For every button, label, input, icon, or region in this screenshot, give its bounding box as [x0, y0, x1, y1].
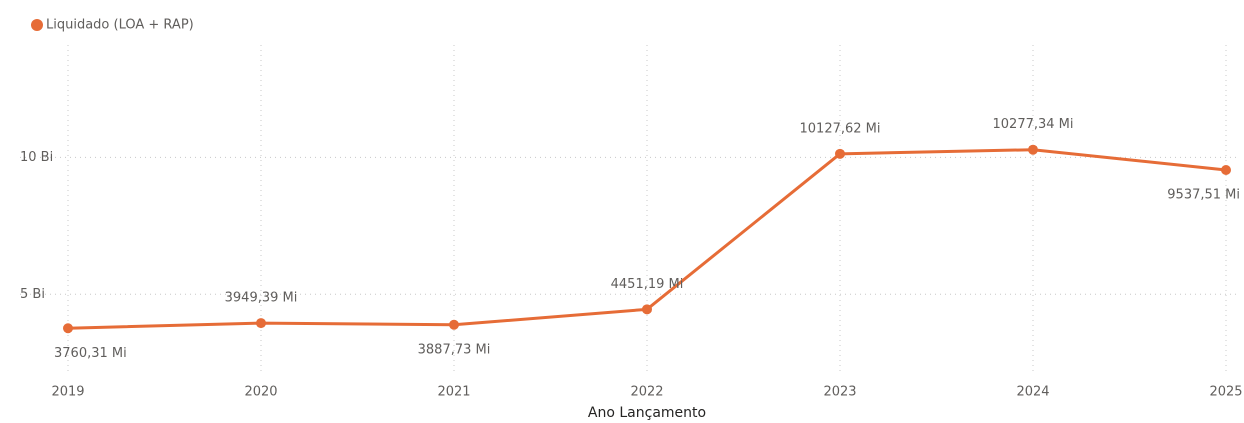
- point: [642, 304, 652, 315]
- y-tick-label: 10 Bi: [20, 150, 53, 165]
- point: [63, 323, 73, 334]
- point: [449, 319, 459, 330]
- point: [256, 318, 266, 329]
- point: [1221, 164, 1231, 175]
- data-label: 9537,51 Mi: [1167, 187, 1240, 202]
- data-label: 4451,19 Mi: [611, 277, 684, 292]
- legend-marker: [31, 19, 43, 31]
- x-tick-label: 2020: [244, 385, 277, 400]
- data-label: 10127,62 Mi: [800, 121, 881, 136]
- x-tick-label: 2021: [437, 385, 470, 400]
- data-label: 10277,34 Mi: [993, 117, 1074, 132]
- point: [835, 148, 845, 159]
- legend-label: Liquidado (LOA + RAP): [46, 18, 194, 33]
- y-tick-label: 5 Bi: [20, 287, 45, 302]
- x-tick-label: 2024: [1016, 385, 1049, 400]
- x-tick-label: 2019: [51, 385, 84, 400]
- data-label: 3760,31 Mi: [54, 346, 127, 361]
- data-label: 3949,39 Mi: [225, 291, 298, 306]
- x-axis-title: Ano Lançamento: [588, 405, 706, 421]
- data-label: 3887,73 Mi: [418, 342, 491, 357]
- x-tick-label: 2023: [823, 385, 856, 400]
- point: [1028, 144, 1038, 155]
- x-tick-label: 2025: [1209, 385, 1242, 400]
- x-tick-label: 2022: [630, 385, 663, 400]
